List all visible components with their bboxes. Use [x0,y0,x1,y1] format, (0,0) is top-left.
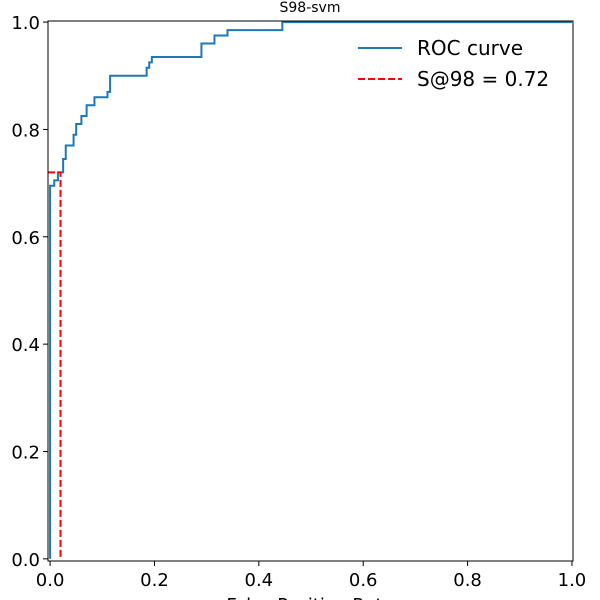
series-line [49,21,572,559]
x-tick-label: 0.4 [245,570,274,591]
y-tick-label: 0.2 [11,442,40,463]
y-tick-label: 0.0 [11,550,40,571]
legend-label: S@98 = 0.72 [417,67,549,91]
x-tick-label: 0.8 [453,570,482,591]
legend-label: ROC curve [417,36,523,60]
y-tick-label: 0.4 [11,335,40,356]
x-tick-label: 0.6 [349,570,378,591]
x-tick-label: 1.0 [558,570,587,591]
y-tick-label: 0.8 [11,120,40,141]
y-tick-label: 1.0 [11,13,40,34]
x-tick-label: 0.0 [36,570,65,591]
y-tick-label: 0.6 [11,228,40,249]
x-axis-label: False Positive Rate [226,595,393,600]
series-line [48,171,62,559]
chart-title: S98-svm [280,0,341,16]
plot-frame [47,20,574,562]
x-tick-label: 0.2 [140,570,169,591]
